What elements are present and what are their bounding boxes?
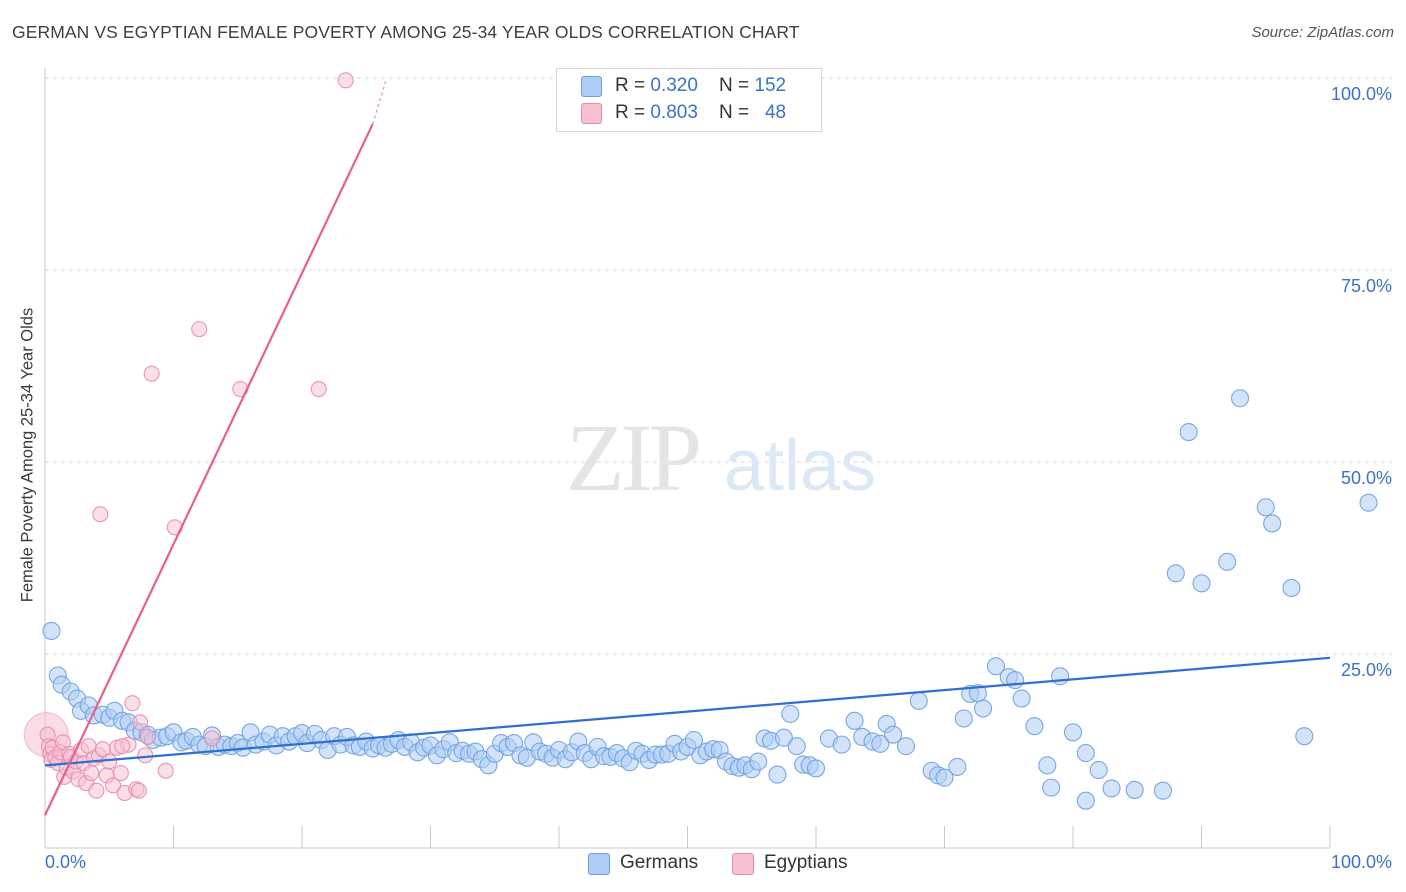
source-label: Source: ZipAtlas.com [1251,24,1394,41]
germans-point-119 [806,759,826,778]
egyptians-trend-extension [371,81,387,125]
germans-point-143 [1038,756,1057,775]
watermark-atlas: atlas [724,426,876,506]
legend-swatch-germans [581,76,602,97]
legend-text-egyptians: R = 0.803 N = 48 [615,102,787,123]
germans-point-162 [1359,493,1378,512]
egyptians-point-39 [157,762,174,779]
germans-point-150 [1102,779,1121,798]
germans-point-116 [787,737,806,756]
legend-swatch-egyptians [581,103,602,124]
germans-point-122 [845,711,864,730]
germans-point-146 [1063,723,1083,742]
correlation-legend: R = 0.320 N = 152 R = 0.803 N = 48 [556,68,822,132]
egyptians-point-29 [112,764,129,782]
germans-point-133 [948,757,967,776]
egyptians-point-27 [105,777,122,794]
germans-point-149 [1076,791,1095,810]
germans-point-152 [1153,781,1172,800]
germans-point-161 [1295,727,1314,746]
germans-point-158 [1256,498,1275,517]
germans-point-145 [1051,667,1070,686]
germans-point-142 [1025,717,1044,736]
watermark: ZIP atlas [566,404,876,511]
germans-point-0 [42,621,61,641]
egyptians-point-44 [310,380,327,398]
y-tick-label-50: 50.0% [1340,468,1392,488]
germans-point-148 [1089,760,1108,780]
egyptians-point-45 [337,72,354,89]
germans-point-129 [909,691,928,710]
legend-swatch-germans-bottom [588,853,610,875]
x-axis [44,68,1331,849]
legend-swatch-egyptians-bottom [732,853,754,875]
germans-point-144 [1042,778,1061,797]
egyptians-point-32 [124,695,141,712]
germans-point-151 [1125,780,1144,799]
germans-point-121 [832,735,851,754]
x-tick-label-0: 0.0% [45,852,87,872]
germans-point-157 [1231,389,1250,408]
germans-point-155 [1192,574,1211,593]
germans-point-137 [973,699,993,718]
legend-text-germans: R = 0.320 N = 152 [615,75,787,96]
egyptians-point-37 [92,506,109,523]
gridlines [45,77,1392,655]
germans-point-134 [954,709,973,728]
germans-point-114 [774,728,793,747]
germans-trend-line [44,656,1331,767]
data-points [23,72,1378,810]
germans-point-132 [935,768,954,787]
egyptians-point-46 [130,782,147,799]
germans-point-125 [871,734,890,753]
egyptians-point-47 [114,738,131,755]
x-tick-label-100: 100.0% [1330,852,1392,872]
germans-point-100 [684,730,703,750]
germans-point-160 [1282,578,1301,598]
legend-label-egyptians: Egyptians [764,852,848,873]
y-tick-label-75: 75.0% [1340,276,1392,296]
egyptians-point-36 [139,728,156,745]
germans-point-127 [884,725,903,744]
watermark-zip: ZIP [566,404,699,511]
egyptians-point-20 [83,764,100,782]
germans-point-147 [1076,744,1095,763]
chart-title: GERMAN VS EGYPTIAN FEMALE POVERTY AMONG … [12,22,800,42]
egyptians-point-42 [204,730,221,747]
egyptians-trend-line [44,123,374,816]
germans-point-128 [896,737,916,756]
germans-point-110 [749,752,768,771]
egyptians-point-41 [191,321,208,338]
germans-point-141 [1012,689,1031,708]
egyptians-point-35 [137,747,154,764]
germans-point-113 [768,765,787,784]
germans-point-115 [781,704,800,723]
y-tick-label-25: 25.0% [1340,660,1392,680]
egyptians-point-34 [132,714,149,731]
germans-point-159 [1263,514,1282,533]
germans-point-138 [986,657,1005,676]
legend-label-germans: Germans [620,852,699,873]
germans-point-156 [1218,552,1237,571]
germans-point-140 [1006,671,1025,690]
egyptians-point-22 [88,782,105,799]
germans-point-154 [1179,422,1198,442]
germans-point-153 [1166,564,1185,583]
egyptians-point-38 [143,365,160,382]
trend-lines [44,81,1331,816]
y-tick-label-100: 100.0% [1330,84,1392,104]
